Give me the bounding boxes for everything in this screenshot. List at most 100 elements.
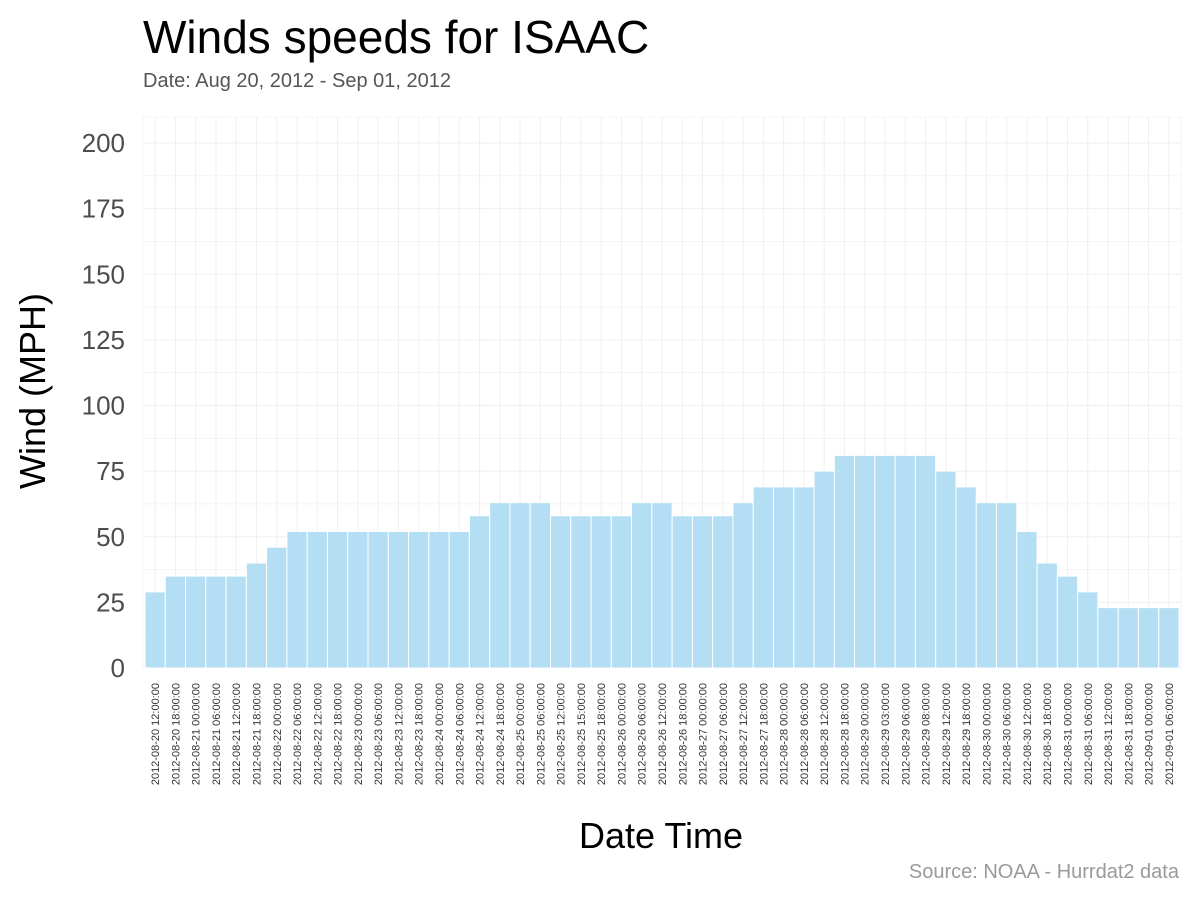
bar <box>225 575 247 669</box>
y-tick-label: 100 <box>82 391 125 421</box>
x-tick-label: 2012-08-22 00:00:00 <box>272 683 284 785</box>
x-tick-label: 2012-08-20 12:00:00 <box>150 683 162 785</box>
x-tick-label: 2012-08-30 18:00:00 <box>1042 683 1054 785</box>
x-tick-label: 2012-08-21 12:00:00 <box>231 683 243 785</box>
x-tick-label: 2012-08-22 18:00:00 <box>333 683 345 785</box>
y-tick-label: 0 <box>111 653 125 683</box>
x-tick-label: 2012-08-28 18:00:00 <box>839 683 851 785</box>
bar <box>732 502 754 669</box>
x-tick-label: 2012-08-28 12:00:00 <box>819 683 831 785</box>
bar <box>367 531 389 669</box>
x-tick-label: 2012-08-27 06:00:00 <box>718 683 730 785</box>
bar <box>1097 607 1119 669</box>
bar <box>408 531 430 669</box>
bar <box>286 531 308 669</box>
bar <box>549 515 572 669</box>
x-tick-label: 2012-09-01 00:00:00 <box>1144 683 1156 785</box>
bar <box>590 515 612 669</box>
x-tick-label: 2012-08-30 06:00:00 <box>1002 683 1014 785</box>
x-tick-label: 2012-08-23 12:00:00 <box>393 683 405 785</box>
bar <box>631 502 653 669</box>
chart-title: Winds speeds for ISAAC <box>143 11 650 63</box>
bar <box>1077 591 1099 669</box>
x-tick-label: 2012-08-31 12:00:00 <box>1103 683 1115 785</box>
x-tick-label: 2012-08-31 18:00:00 <box>1123 683 1135 785</box>
bar <box>671 515 693 669</box>
bar <box>651 502 673 669</box>
y-axis-label: Wind (MPH) <box>12 293 53 489</box>
bar <box>347 531 369 669</box>
x-tick-label: 2012-08-24 00:00:00 <box>434 683 446 785</box>
x-tick-label: 2012-08-27 18:00:00 <box>758 683 770 785</box>
x-tick-label: 2012-08-23 00:00:00 <box>353 683 365 785</box>
bar <box>144 591 166 669</box>
bar <box>509 502 531 669</box>
x-tick-label: 2012-08-26 06:00:00 <box>637 683 649 785</box>
bar <box>164 575 187 669</box>
chart-subtitle: Date: Aug 20, 2012 - Sep 01, 2012 <box>143 70 452 92</box>
x-tick-label: 2012-08-25 18:00:00 <box>596 683 608 785</box>
x-tick-label: 2012-08-31 00:00:00 <box>1062 683 1074 785</box>
x-tick-label: 2012-08-25 00:00:00 <box>515 683 527 785</box>
x-tick-label: 2012-08-29 06:00:00 <box>900 683 912 785</box>
x-tick-label: 2012-08-29 18:00:00 <box>961 683 973 785</box>
y-tick-label: 200 <box>82 128 125 158</box>
bar <box>712 515 734 669</box>
x-tick-label: 2012-08-21 06:00:00 <box>211 683 223 785</box>
x-tick-label: 2012-08-26 00:00:00 <box>616 683 628 785</box>
bar <box>773 486 795 669</box>
y-tick-label: 75 <box>96 456 125 486</box>
bar <box>610 515 633 669</box>
bar <box>833 454 856 669</box>
x-tick-label: 2012-08-29 00:00:00 <box>860 683 872 785</box>
bar <box>448 531 470 669</box>
bar <box>1016 531 1038 669</box>
x-tick-label: 2012-08-22 12:00:00 <box>312 683 324 785</box>
bar <box>387 531 410 669</box>
x-tick-label: 2012-08-28 06:00:00 <box>799 683 811 785</box>
bar <box>975 502 998 669</box>
x-tick-label: 2012-08-29 08:00:00 <box>921 683 933 785</box>
x-axis-label: Date Time <box>578 815 744 856</box>
x-tick-label: 2012-08-25 06:00:00 <box>535 683 547 785</box>
x-tick-label: 2012-08-27 12:00:00 <box>738 683 750 785</box>
bar <box>570 515 592 669</box>
bar <box>996 502 1018 669</box>
x-tick-label: 2012-08-24 18:00:00 <box>495 683 507 785</box>
bar <box>529 502 551 669</box>
source-caption: Source: NOAA - Hurrdat2 data <box>908 861 1179 883</box>
y-tick-label: 25 <box>96 587 125 617</box>
bar <box>1158 607 1180 669</box>
x-tick-label: 2012-08-27 00:00:00 <box>698 683 710 785</box>
bar <box>935 470 957 669</box>
x-tick-label: 2012-08-26 12:00:00 <box>657 683 669 785</box>
x-tick-label: 2012-08-24 12:00:00 <box>475 683 487 785</box>
x-tick-label: 2012-08-26 18:00:00 <box>677 683 689 785</box>
bar <box>793 486 815 669</box>
x-tick-label: 2012-08-23 06:00:00 <box>373 683 385 785</box>
bar <box>428 531 450 669</box>
y-tick-label: 50 <box>96 522 125 552</box>
bar <box>185 575 207 669</box>
bar <box>205 575 227 669</box>
bar <box>813 470 835 669</box>
x-tick-label: 2012-08-29 12:00:00 <box>941 683 953 785</box>
x-tick-label: 2012-08-21 00:00:00 <box>191 683 203 785</box>
bar <box>468 515 491 669</box>
x-tick-label: 2012-08-29 03:00:00 <box>880 683 892 785</box>
x-tick-label: 2012-08-25 15:00:00 <box>576 683 588 785</box>
x-tick-label: 2012-08-28 00:00:00 <box>779 683 791 785</box>
x-tick-label: 2012-08-30 12:00:00 <box>1022 683 1034 785</box>
bar <box>1036 562 1058 669</box>
bar <box>955 486 977 669</box>
bar <box>1056 575 1079 669</box>
bar <box>245 562 268 669</box>
bar <box>914 454 937 669</box>
x-tick-label: 2012-08-23 18:00:00 <box>414 683 426 785</box>
x-tick-label: 2012-08-22 06:00:00 <box>292 683 304 785</box>
x-tick-label: 2012-08-30 00:00:00 <box>981 683 993 785</box>
y-tick-label: 125 <box>82 325 125 355</box>
x-tick-label: 2012-08-25 12:00:00 <box>556 683 568 785</box>
y-tick-label: 175 <box>82 194 125 224</box>
